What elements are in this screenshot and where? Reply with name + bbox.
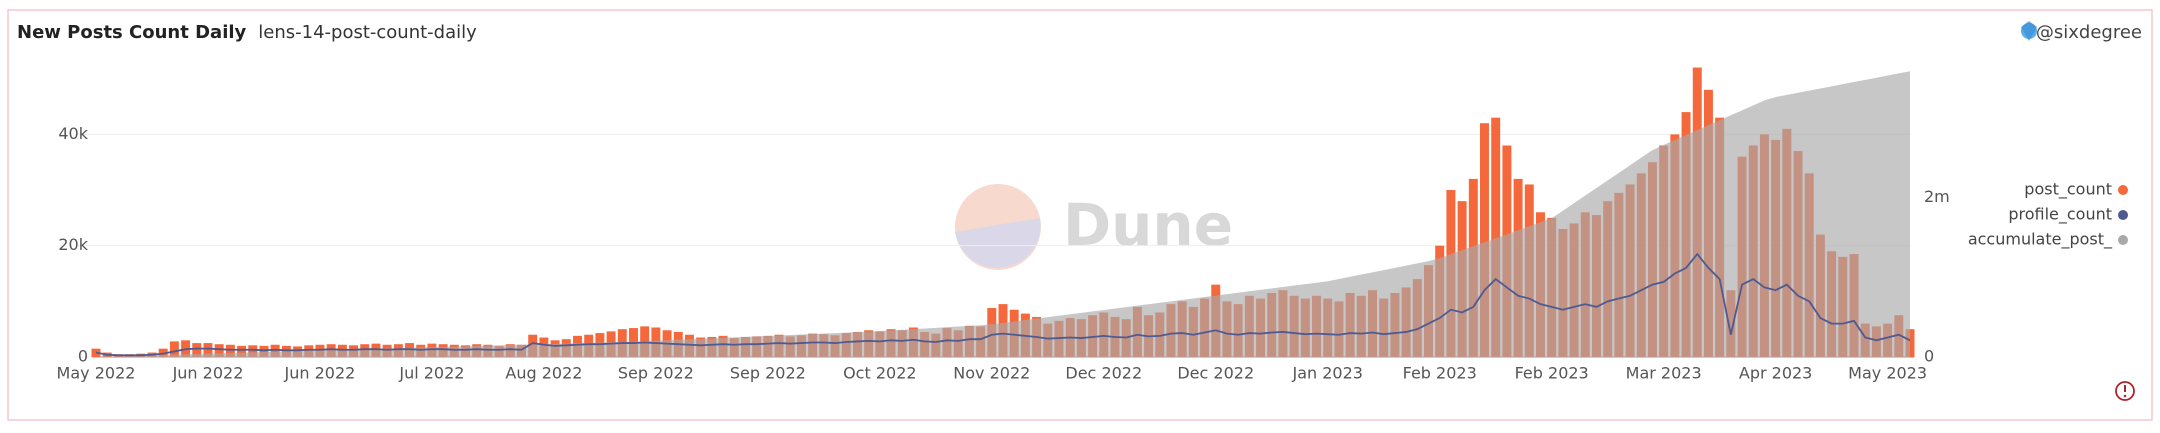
x-tick-label: Jul 2022: [398, 364, 464, 383]
bar: [1480, 123, 1489, 358]
watermark-text: Dune: [1063, 191, 1233, 259]
x-tick-label: Oct 2022: [843, 364, 916, 383]
x-tick-label: Jun 2022: [284, 364, 356, 383]
warning-icon[interactable]: [2115, 381, 2135, 401]
x-tick-label: Sep 2022: [618, 364, 694, 383]
legend-label: profile_count: [2008, 205, 2112, 225]
bar: [214, 344, 224, 357]
y-tick-label: 0: [78, 347, 88, 366]
author: @sixdegree: [2036, 22, 2142, 43]
bar: [248, 345, 258, 357]
x-tick-label: May 2023: [1848, 364, 1927, 383]
legend-label: accumulate_post_: [1968, 230, 2113, 250]
bar: [225, 344, 235, 357]
x-tick-label: Feb 2023: [1515, 364, 1589, 383]
bar: [1491, 117, 1501, 358]
watermark: Dune: [955, 184, 1233, 270]
line: [95, 252, 1911, 357]
x-tick-label: Sep 2022: [730, 364, 806, 383]
bar: [270, 344, 280, 357]
bar: [259, 345, 269, 357]
area: [96, 71, 1910, 357]
y-tick-label: 20k: [58, 235, 88, 254]
legend-swatch: [2118, 235, 2128, 245]
bar: [237, 345, 247, 357]
bar: [169, 341, 179, 357]
y2-tick-label: 2m: [1924, 187, 1950, 206]
x-tick-label: Dec 2022: [1177, 364, 1254, 383]
author-icon: [2021, 21, 2037, 41]
x-tick-label: Jun 2022: [172, 364, 244, 383]
bar: [192, 343, 202, 357]
x-tick-label: Dec 2022: [1065, 364, 1142, 383]
legend-label: post_count: [2024, 180, 2112, 200]
chart-subtitle: lens-14-post-count-daily: [258, 22, 477, 43]
bar: [203, 343, 213, 357]
legend-swatch: [2118, 185, 2128, 195]
x-tick-label: Nov 2022: [953, 364, 1030, 383]
y2-tick-label: 0: [1924, 347, 1934, 366]
x-tick-label: Aug 2022: [505, 364, 582, 383]
x-tick-label: Mar 2023: [1626, 364, 1702, 383]
legend-swatch: [2118, 210, 2128, 220]
chart-title: New Posts Count Daily: [17, 22, 247, 43]
x-tick-label: May 2022: [57, 364, 136, 383]
x-tick-label: Apr 2023: [1739, 364, 1812, 383]
x-tick-label: Jan 2023: [1291, 364, 1362, 383]
x-tick-label: Feb 2023: [1403, 364, 1477, 383]
y-tick-label: 40k: [58, 124, 88, 143]
